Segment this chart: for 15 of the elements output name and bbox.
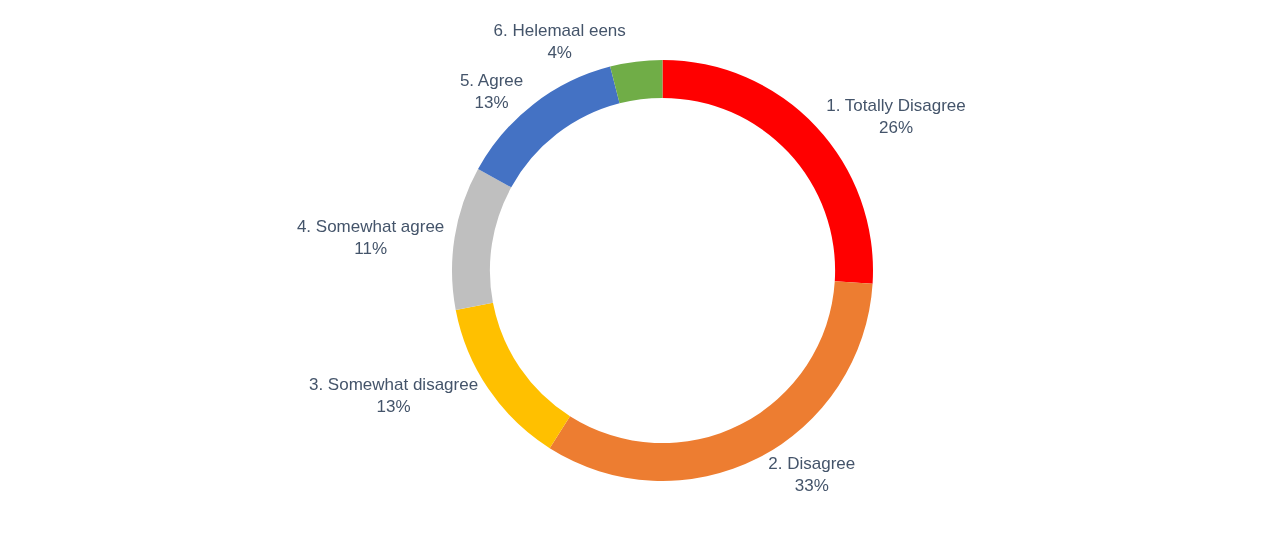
slice-label: 4. Somewhat agree: [296, 216, 445, 236]
data-label: 13%: [474, 92, 509, 112]
slice-label: 6. Helemaal eens: [493, 20, 626, 40]
data-label: 26%: [878, 118, 914, 138]
data-label: 33%: [794, 475, 829, 495]
data-label: 4%: [547, 42, 572, 62]
slice-label: 1. Totally Disagree: [826, 96, 966, 116]
donut-slice: [610, 60, 663, 104]
donut-slice: [452, 169, 512, 310]
data-label: 13%: [376, 396, 411, 416]
slice-label: 3. Somewhat disagree: [308, 374, 479, 394]
slice-label: 2. Disagree: [768, 453, 856, 473]
data-label: 11%: [354, 238, 387, 258]
donut-slice: [549, 281, 873, 481]
slice-label: 5. Agree: [459, 70, 524, 90]
